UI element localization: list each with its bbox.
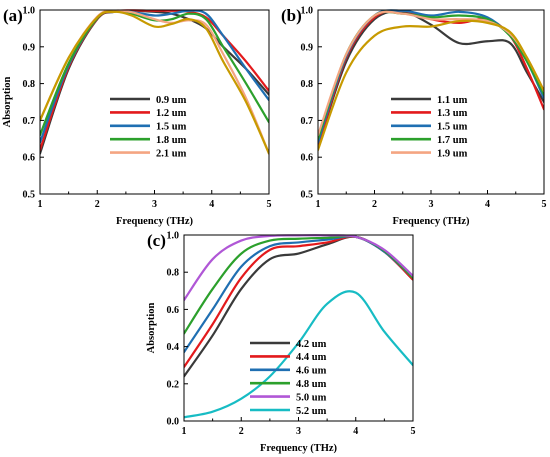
x-tick-label: 3	[296, 426, 301, 437]
legend-label: 4.6 um	[296, 366, 327, 377]
y-tick-label: 0.8	[167, 268, 180, 279]
y-tick-label: 0.7	[23, 116, 36, 127]
x-tick-label: 5	[267, 199, 272, 210]
x-tick-label: 1	[182, 426, 187, 437]
legend-label: 1.7 um	[437, 135, 468, 146]
y-tick-label: 1.0	[167, 231, 180, 242]
y-axis-title: Absorption	[146, 302, 157, 353]
legend-label: 1.8 um	[156, 135, 187, 146]
panel-label: (a)	[3, 6, 23, 25]
x-axis-title: Frequency (THz)	[392, 216, 470, 227]
chart-panel-0: 1 2 3 4 5 0.5 0.6 0.7 0.8 0.9 1.0 Frequency (THz) Ab…	[2, 6, 272, 228]
y-tick-label: 0.5	[23, 190, 36, 201]
series-line-5	[318, 19, 544, 151]
y-tick-label: 0.9	[23, 42, 36, 53]
y-tick-label: 0.6	[167, 305, 180, 316]
y-tick-label: 0.6	[301, 153, 314, 164]
axes-frame	[317, 9, 545, 195]
y-tick-label: 0.5	[301, 190, 314, 201]
x-tick-label: 5	[542, 199, 547, 210]
x-tick-label: 3	[152, 199, 157, 210]
series-group	[318, 9, 544, 151]
series-line-5	[184, 290, 413, 419]
series-line-4	[318, 10, 544, 137]
y-tick-label: 1.0	[301, 6, 314, 17]
series-line-0	[318, 10, 544, 148]
series-line-4	[184, 234, 413, 302]
series-line-2	[318, 9, 544, 144]
x-tick-label: 4	[353, 426, 358, 437]
legend-label: 1.2 um	[156, 108, 187, 119]
x-tick-label: 2	[372, 199, 377, 210]
legend-label: 4.2 um	[296, 339, 327, 350]
series-group	[184, 234, 413, 419]
y-tick-label: 0.4	[167, 342, 180, 353]
x-axis-title: Frequency (THz)	[260, 443, 338, 454]
legend-label: 1.3 um	[437, 108, 468, 119]
x-tick-label: 2	[95, 199, 100, 210]
x-tick-label: 5	[411, 426, 416, 437]
y-tick-label: 0.6	[23, 153, 36, 164]
legend-label: 5.2 um	[296, 406, 327, 417]
y-axis-title: Absorption	[2, 76, 13, 127]
chart-panel-1: 1 2 3 4 5 0.5 0.6 0.7 0.8 0.9 1.0 Frequency (THz) (b…	[281, 6, 547, 228]
x-tick-label: 1	[316, 199, 321, 210]
legend-label: 2.1 um	[156, 148, 187, 159]
legend-label: 4.4 um	[296, 352, 327, 363]
series-line-5	[40, 10, 269, 155]
series-line-3	[184, 234, 413, 335]
x-tick-label: 1	[38, 199, 43, 210]
legend-label: 1.1 um	[437, 95, 468, 106]
legend-label: 4.8 um	[296, 379, 327, 390]
x-tick-label: 4	[485, 199, 490, 210]
x-tick-label: 3	[429, 199, 434, 210]
legend-label: 1.5 um	[156, 122, 187, 133]
panel-label: (c)	[147, 231, 166, 250]
y-tick-label: 0.8	[301, 79, 314, 90]
y-tick-label: 0.7	[301, 116, 314, 127]
legend-label: 1.9 um	[437, 148, 468, 159]
legend-label: 0.9 um	[156, 95, 187, 106]
y-tick-label: 0.9	[301, 42, 314, 53]
y-tick-label: 0.2	[167, 379, 180, 390]
axes-frame	[39, 9, 270, 195]
y-tick-label: 1.0	[23, 6, 36, 17]
panel-label: (b)	[281, 6, 302, 25]
x-tick-label: 2	[239, 426, 244, 437]
x-tick-label: 4	[209, 199, 214, 210]
y-tick-label: 0.8	[23, 79, 36, 90]
x-axis-title: Frequency (THz)	[116, 216, 194, 227]
y-tick-label: 0.0	[167, 417, 180, 428]
legend-label: 5.0 um	[296, 392, 327, 403]
chart-panel-2: 1 2 3 4 5 0.0 0.2 0.4 0.6 0.8 1.0 Frequency (THz) Ab…	[146, 231, 416, 455]
series-group	[40, 9, 269, 155]
legend-label: 1.5 um	[437, 122, 468, 133]
